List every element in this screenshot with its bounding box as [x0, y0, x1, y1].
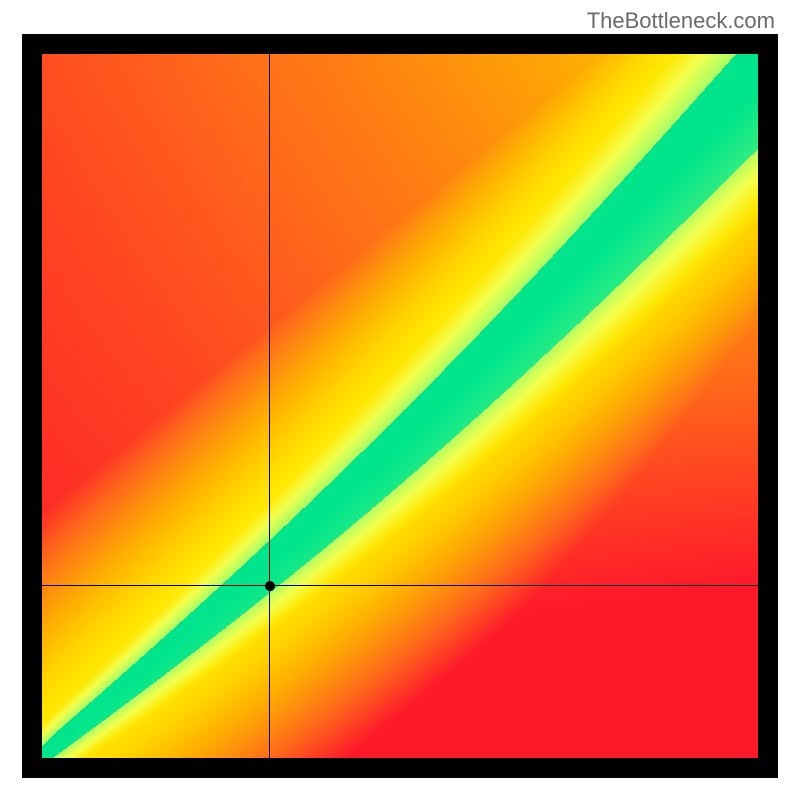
watermark: TheBottleneck.com [587, 8, 775, 34]
heatmap-canvas [42, 54, 758, 758]
crosshair-vertical [269, 54, 270, 758]
crosshair-horizontal [42, 585, 758, 586]
heatmap-plot [42, 54, 758, 758]
crosshair-marker [265, 581, 275, 591]
